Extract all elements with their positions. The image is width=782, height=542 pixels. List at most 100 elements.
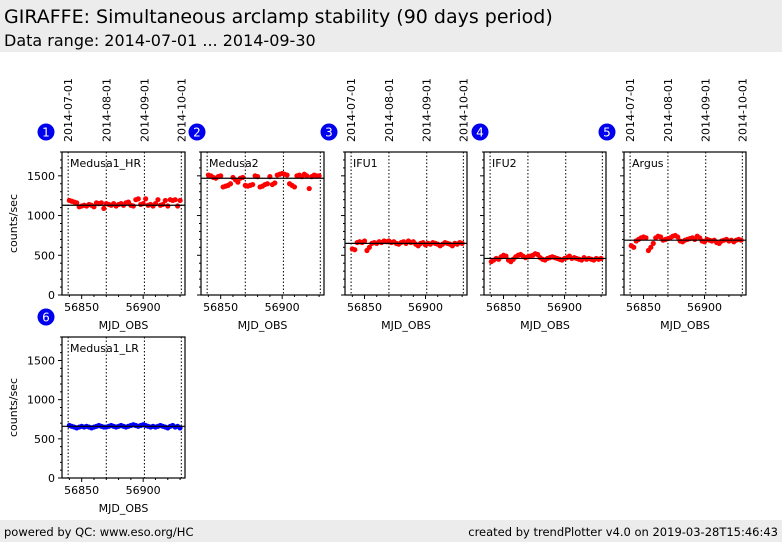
date-label: 2014-07-01 bbox=[345, 78, 358, 142]
y-tick-label: 500 bbox=[34, 249, 55, 262]
panel-number-badge bbox=[188, 123, 206, 141]
data-point bbox=[227, 181, 234, 187]
panel-number-badge bbox=[320, 123, 338, 141]
x-tick-label: 56850 bbox=[203, 301, 238, 314]
x-tick-label: 56900 bbox=[126, 484, 161, 497]
x-tick-label: 56850 bbox=[626, 301, 661, 314]
panel-number-badge bbox=[598, 123, 616, 141]
y-tick-label: 1500 bbox=[27, 355, 55, 368]
date-label: 2014-09-01 bbox=[700, 78, 713, 142]
x-tick-label: 56900 bbox=[547, 301, 582, 314]
y-axis-label: counts/sec bbox=[7, 194, 20, 253]
data-point bbox=[272, 180, 278, 186]
panel-number-badge bbox=[37, 308, 55, 326]
created-by: created by trendPlotter v4.0 on 2019-03-… bbox=[468, 525, 778, 539]
data-point bbox=[366, 244, 372, 250]
y-tick-label: 1500 bbox=[27, 170, 55, 183]
data-point bbox=[235, 179, 241, 185]
x-axis-label: MJD_OBS bbox=[99, 319, 149, 332]
data-point bbox=[291, 184, 298, 190]
page-title: GIRAFFE: Simultaneous arclamp stability … bbox=[4, 6, 553, 28]
date-label: 2014-09-01 bbox=[138, 78, 151, 142]
data-point bbox=[74, 200, 80, 206]
panel-number: 2 bbox=[193, 126, 201, 140]
date-label: 2014-10-01 bbox=[736, 78, 749, 142]
date-label: 2014-09-01 bbox=[421, 78, 434, 142]
y-tick-label: 500 bbox=[34, 433, 55, 446]
date-label: 2014-07-01 bbox=[62, 78, 75, 142]
panel-number: 1 bbox=[42, 126, 50, 140]
x-tick-label: 56900 bbox=[408, 301, 443, 314]
panel-number: 3 bbox=[325, 126, 333, 140]
y-axis-label: counts/sec bbox=[7, 378, 20, 437]
data-point bbox=[316, 173, 322, 179]
panel-name: IFU1 bbox=[353, 157, 378, 170]
date-label: 2014-10-01 bbox=[457, 78, 470, 142]
x-axis-label: MJD_OBS bbox=[99, 502, 149, 515]
date-label: 2014-07-01 bbox=[624, 78, 637, 142]
data-point bbox=[503, 253, 509, 259]
data-point bbox=[135, 196, 141, 202]
data-point bbox=[648, 244, 654, 250]
panel-name: Argus bbox=[632, 157, 664, 170]
data-point bbox=[650, 240, 656, 246]
data-point bbox=[264, 181, 271, 187]
x-tick-label: 56850 bbox=[347, 301, 382, 314]
header-bar: GIRAFFE: Simultaneous arclamp stability … bbox=[0, 0, 782, 52]
panel-name: Medusa1_HR bbox=[70, 157, 141, 170]
x-axis-label: MJD_OBS bbox=[381, 319, 431, 332]
date-label: 2014-08-01 bbox=[383, 78, 396, 142]
data-point bbox=[675, 234, 681, 240]
panel-number-badge bbox=[471, 123, 489, 141]
panel-number-badge bbox=[37, 123, 55, 141]
panel-number: 6 bbox=[42, 311, 50, 325]
data-point bbox=[304, 173, 310, 179]
footer-bar: powered by QC: www.eso.org/HC created by… bbox=[0, 520, 782, 542]
plot-frame bbox=[344, 151, 468, 296]
panel-number: 5 bbox=[603, 126, 611, 140]
x-tick-label: 56850 bbox=[64, 301, 99, 314]
data-point bbox=[218, 173, 224, 179]
panel-name: Medusa2 bbox=[209, 157, 259, 170]
y-tick-label: 0 bbox=[48, 289, 55, 302]
data-range: Data range: 2014-07-01 ... 2014-09-30 bbox=[4, 31, 316, 50]
x-axis-label: MJD_OBS bbox=[660, 319, 710, 332]
data-point bbox=[361, 238, 368, 244]
y-tick-label: 1000 bbox=[27, 394, 55, 407]
data-point bbox=[177, 197, 183, 204]
x-tick-label: 56850 bbox=[486, 301, 521, 314]
date-label: 2014-10-01 bbox=[175, 78, 188, 142]
x-tick-label: 56900 bbox=[265, 301, 300, 314]
x-axis-label: MJD_OBS bbox=[520, 319, 570, 332]
data-point bbox=[250, 181, 256, 188]
data-point bbox=[98, 200, 104, 206]
data-point bbox=[143, 196, 149, 202]
data-point bbox=[165, 203, 171, 209]
data-point bbox=[130, 203, 136, 209]
data-point bbox=[162, 197, 168, 204]
y-tick-label: 1000 bbox=[27, 210, 55, 223]
powered-by: powered by QC: www.eso.org/HC bbox=[4, 525, 194, 539]
date-label: 2014-08-01 bbox=[662, 78, 675, 142]
data-point bbox=[175, 203, 181, 209]
plot-frame bbox=[61, 151, 186, 296]
panel-name: Medusa1_LR bbox=[70, 342, 139, 355]
data-point bbox=[352, 247, 358, 253]
x-tick-label: 56850 bbox=[64, 484, 99, 497]
x-axis-label: MJD_OBS bbox=[238, 319, 288, 332]
date-label: 2014-08-01 bbox=[100, 78, 113, 142]
plot-frame bbox=[483, 151, 607, 296]
data-point bbox=[643, 235, 649, 241]
data-point bbox=[284, 172, 290, 178]
plot-frame bbox=[623, 151, 747, 296]
plot-frame bbox=[61, 336, 186, 479]
y-tick-label: 0 bbox=[48, 472, 55, 485]
x-tick-label: 56900 bbox=[687, 301, 722, 314]
data-point bbox=[101, 205, 107, 212]
panel-number: 4 bbox=[476, 126, 484, 140]
panel-name: IFU2 bbox=[492, 157, 517, 170]
data-point bbox=[240, 174, 246, 181]
data-point bbox=[172, 197, 178, 203]
x-tick-label: 56900 bbox=[126, 301, 161, 314]
